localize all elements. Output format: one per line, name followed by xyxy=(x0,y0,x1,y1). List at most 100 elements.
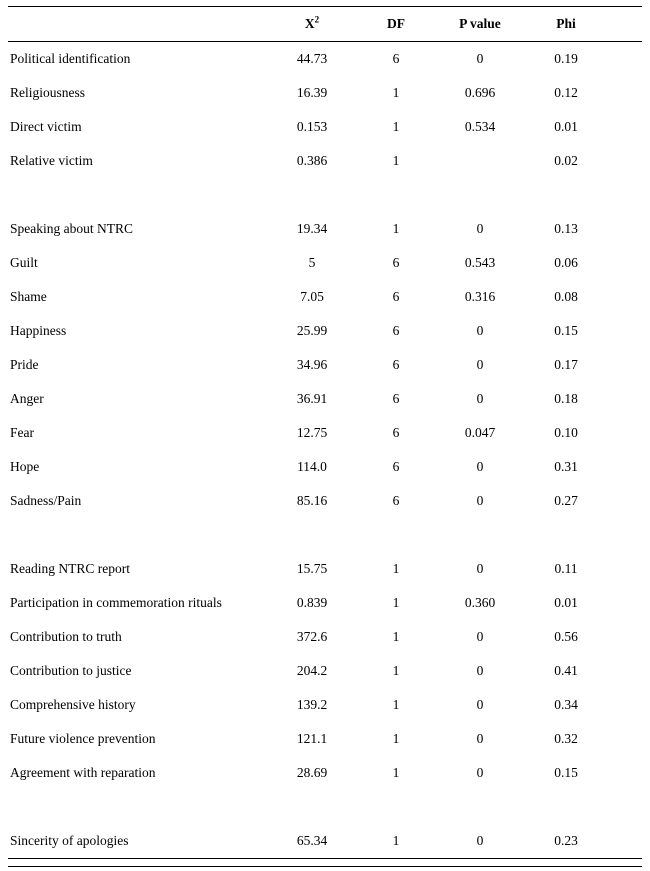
cell-x2: 25.99 xyxy=(296,323,328,339)
x2-base-label: X xyxy=(304,16,315,32)
cell-df: 6 xyxy=(392,323,400,339)
header-cell-pvalue: P value xyxy=(459,16,501,32)
table-row: Anger 36.91 6 0 0.18 xyxy=(8,382,642,416)
cell-phi: 0.11 xyxy=(554,561,578,577)
cell-x2: 12.75 xyxy=(296,425,328,441)
cell-x2: 0.839 xyxy=(296,595,328,611)
table-row: Comprehensive history 139.2 1 0 0.34 xyxy=(8,688,642,722)
cell-x2: 44.73 xyxy=(296,51,328,67)
cell-pvalue: 0 xyxy=(476,765,484,781)
spacer-row xyxy=(8,518,642,552)
row-label: Reading NTRC report xyxy=(10,561,130,577)
cell-x2: 15.75 xyxy=(296,561,328,577)
cell-x2: 0.153 xyxy=(296,119,328,135)
cell-phi: 0.32 xyxy=(554,731,578,747)
row-label: Hope xyxy=(10,459,40,475)
table-bottom-rule xyxy=(8,858,642,859)
table-row: Religiousness 16.39 1 0.696 0.12 xyxy=(8,76,642,110)
cell-x2: 0.386 xyxy=(296,153,328,169)
table-row: Hope 114.0 6 0 0.31 xyxy=(8,450,642,484)
table-row: Participation in commemoration rituals 0… xyxy=(8,586,642,620)
cell-pvalue: 0 xyxy=(476,697,484,713)
cell-phi: 0.08 xyxy=(554,289,578,305)
cell-phi: 0.27 xyxy=(554,493,578,509)
table-row: Political identification 44.73 6 0 0.19 xyxy=(8,42,642,76)
cell-df: 1 xyxy=(392,731,400,747)
cell-x2: 5 xyxy=(308,255,316,271)
cell-phi: 0.15 xyxy=(554,323,578,339)
cell-df: 1 xyxy=(392,629,400,645)
table-row: Contribution to justice 204.2 1 0 0.41 xyxy=(8,654,642,688)
spacer-row xyxy=(8,790,642,824)
cell-df: 1 xyxy=(392,221,400,237)
cell-pvalue: 0 xyxy=(476,323,484,339)
row-label: Pride xyxy=(10,357,39,373)
cell-x2: 139.2 xyxy=(296,697,328,713)
row-label: Religiousness xyxy=(10,85,86,101)
cell-x2: 19.34 xyxy=(296,221,328,237)
table-row: Contribution to truth 372.6 1 0 0.56 xyxy=(8,620,642,654)
cell-pvalue: 0.316 xyxy=(464,289,496,305)
row-label: Shame xyxy=(10,289,47,305)
table-header-row: X2 DF P value Phi xyxy=(8,7,642,42)
table-row: Speaking about NTRC 19.34 1 0 0.13 xyxy=(8,212,642,246)
header-cell-x2: X2 xyxy=(270,14,354,32)
cell-phi: 0.01 xyxy=(554,595,578,611)
table-row: Happiness 25.99 6 0 0.15 xyxy=(8,314,642,348)
table-row: Sincerity of apologies 65.34 1 0 0.23 xyxy=(8,824,642,858)
table-row: Reading NTRC report 15.75 1 0 0.11 xyxy=(8,552,642,586)
cell-df: 6 xyxy=(392,289,400,305)
cell-df: 1 xyxy=(392,697,400,713)
row-label: Sincerity of apologies xyxy=(10,833,129,849)
row-label: Contribution to justice xyxy=(10,663,132,679)
spacer-row xyxy=(8,178,642,212)
cell-phi: 0.18 xyxy=(554,391,578,407)
page-bottom-rule xyxy=(8,866,642,867)
cell-x2: 204.2 xyxy=(296,663,328,679)
cell-df: 6 xyxy=(392,391,400,407)
cell-df: 6 xyxy=(392,459,400,475)
cell-x2: 28.69 xyxy=(296,765,328,781)
cell-x2: 121.1 xyxy=(296,731,328,747)
cell-pvalue: 0.360 xyxy=(464,595,496,611)
cell-phi: 0.17 xyxy=(554,357,578,373)
cell-pvalue: 0.696 xyxy=(464,85,496,101)
cell-pvalue: 0 xyxy=(476,459,484,475)
cell-phi: 0.10 xyxy=(554,425,578,441)
cell-df: 6 xyxy=(392,255,400,271)
cell-pvalue: 0 xyxy=(476,51,484,67)
table-row: Sadness/Pain 85.16 6 0 0.27 xyxy=(8,484,642,518)
cell-df: 1 xyxy=(392,561,400,577)
row-label: Anger xyxy=(10,391,44,407)
cell-pvalue: 0 xyxy=(476,357,484,373)
stats-table: X2 DF P value Phi Political identificati… xyxy=(8,6,642,867)
row-label: Sadness/Pain xyxy=(10,493,82,509)
row-label: Agreement with reparation xyxy=(10,765,156,781)
cell-pvalue: 0 xyxy=(476,493,484,509)
cell-phi: 0.06 xyxy=(554,255,578,271)
x2-superscript: 2 xyxy=(314,14,320,25)
cell-phi: 0.01 xyxy=(554,119,578,135)
row-label: Comprehensive history xyxy=(10,697,136,713)
row-label: Future violence prevention xyxy=(10,731,156,747)
cell-phi: 0.56 xyxy=(554,629,578,645)
cell-phi: 0.31 xyxy=(554,459,578,475)
header-cell-df: DF xyxy=(387,16,405,32)
cell-x2: 7.05 xyxy=(300,289,324,305)
cell-phi: 0.23 xyxy=(554,833,578,849)
cell-phi: 0.12 xyxy=(554,85,578,101)
row-label: Relative victim xyxy=(10,153,93,169)
cell-pvalue: 0.543 xyxy=(464,255,496,271)
cell-df: 1 xyxy=(392,153,400,169)
table-row: Direct victim 0.153 1 0.534 0.01 xyxy=(8,110,642,144)
cell-pvalue: 0 xyxy=(476,833,484,849)
cell-phi: 0.41 xyxy=(554,663,578,679)
cell-df: 6 xyxy=(392,493,400,509)
row-label: Speaking about NTRC xyxy=(10,221,133,237)
cell-pvalue: 0 xyxy=(476,221,484,237)
table-row: Relative victim 0.386 1 0.02 xyxy=(8,144,642,178)
row-label: Direct victim xyxy=(10,119,82,135)
cell-pvalue: 0.047 xyxy=(464,425,496,441)
cell-pvalue: 0.534 xyxy=(464,119,496,135)
cell-df: 6 xyxy=(392,357,400,373)
